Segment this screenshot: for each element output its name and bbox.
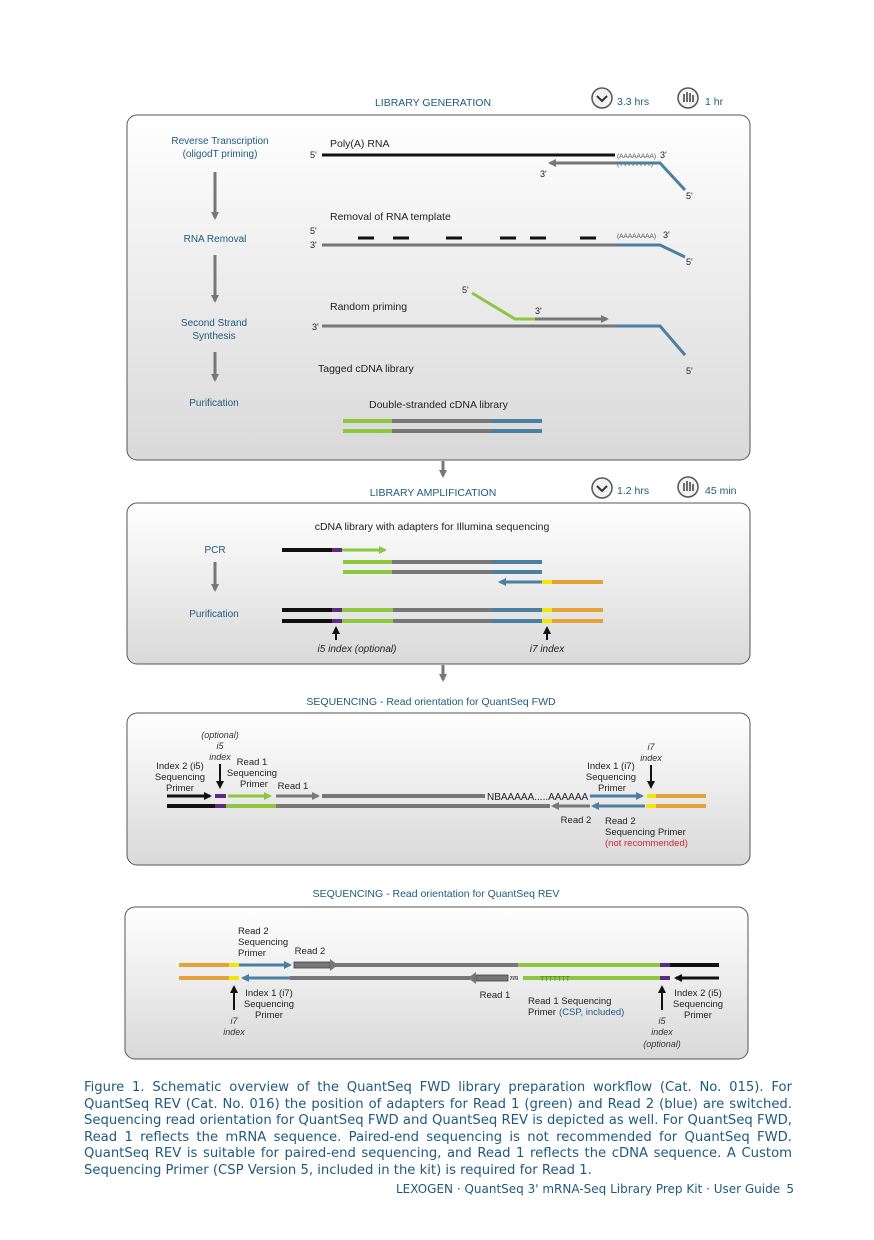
nba-sequence: NBAAAAA.....AAAAAA bbox=[487, 792, 588, 803]
label-3prime: 3' bbox=[535, 306, 542, 316]
workflow-figure: LIBRARY GENERATION 3.3 hrs 1 hr Reverse … bbox=[124, 87, 751, 1060]
read1-primer-label: Read 1 bbox=[237, 757, 268, 768]
index2-primer-label: Index 2 (i5) bbox=[156, 761, 204, 772]
index1-primer-label: Sequencing bbox=[244, 999, 294, 1010]
index2-primer-label: Primer bbox=[166, 783, 194, 794]
read1-label: Read 1 bbox=[480, 990, 511, 1001]
clock-icon bbox=[591, 477, 613, 499]
label-5prime: 5' bbox=[310, 226, 317, 236]
label-5prime: 5' bbox=[686, 257, 693, 267]
rev-top-strand bbox=[179, 961, 719, 969]
label-3prime: 3' bbox=[660, 150, 667, 160]
label-5prime: 5' bbox=[686, 366, 693, 376]
hand-icon bbox=[677, 87, 699, 109]
label-3prime: 3' bbox=[540, 169, 547, 179]
read2-primer-label: Read 2 bbox=[238, 926, 269, 937]
nv-label: NV bbox=[509, 977, 517, 983]
step-purification: Purification bbox=[189, 609, 238, 620]
step-reverse-transcription-sub: (oligodT priming) bbox=[183, 149, 258, 160]
i7-index-label: i7 index bbox=[530, 644, 565, 655]
step-second-strand-sub: Synthesis bbox=[192, 331, 235, 342]
pcr-strands bbox=[282, 546, 603, 586]
section-title-seq-rev: SEQUENCING - Read orientation for QuantS… bbox=[313, 888, 560, 900]
label-index: index bbox=[640, 753, 662, 763]
read2-primer-label: Sequencing bbox=[238, 937, 288, 948]
label-i5: i5 bbox=[658, 1016, 666, 1026]
index2-primer-label: Primer bbox=[684, 1010, 712, 1021]
hands-on-time: 1 hr bbox=[705, 96, 724, 108]
read1-primer-label: Read 1 Sequencing bbox=[528, 996, 611, 1007]
read2-label: Read 2 bbox=[295, 946, 326, 957]
index2-primer-label: Sequencing bbox=[673, 999, 723, 1010]
hands-on-time: 45 min bbox=[705, 485, 737, 497]
i5-index-label: i5 index (optional) bbox=[318, 644, 397, 655]
read2-primer-label: Primer bbox=[238, 948, 266, 959]
read1-primer-label: Sequencing bbox=[227, 768, 277, 779]
step-purification: Purification bbox=[189, 398, 238, 409]
panel-sequencing-fwd bbox=[126, 712, 751, 866]
total-time: 3.3 hrs bbox=[617, 96, 649, 108]
step-reverse-transcription: Reverse Transcription bbox=[171, 136, 268, 147]
ds-cdna-library bbox=[343, 419, 542, 433]
index1-primer-label: Index 1 (i7) bbox=[245, 988, 293, 999]
index2-primer-label: Index 2 (i5) bbox=[674, 988, 722, 999]
label-random-priming: Random priming bbox=[330, 301, 407, 313]
label-3prime: 3' bbox=[312, 322, 319, 332]
read1-primer-label: Primer bbox=[240, 779, 268, 790]
page-number: 5 bbox=[786, 1182, 794, 1196]
label-i7: i7 bbox=[647, 742, 655, 752]
read2-label: Read 2 bbox=[561, 815, 592, 826]
label-tagged: Tagged cDNA library bbox=[318, 363, 414, 375]
section-title-library-generation: LIBRARY GENERATION bbox=[375, 97, 491, 109]
read2-primer-label: Read 2 bbox=[605, 816, 636, 827]
label-optional: (optional) bbox=[643, 1039, 681, 1049]
label-3prime: 3' bbox=[663, 230, 670, 240]
figure-caption: Figure 1. Schematic overview of the Quan… bbox=[84, 1080, 792, 1178]
label-i7: i7 bbox=[230, 1016, 238, 1026]
step-rna-removal: RNA Removal bbox=[184, 234, 247, 245]
read2-primer-label: Sequencing Primer bbox=[605, 827, 686, 838]
label-index: index bbox=[209, 752, 231, 762]
index1-primer-label: Primer bbox=[598, 783, 626, 794]
label-5prime: 5' bbox=[462, 285, 469, 295]
label-optional: (optional) bbox=[201, 730, 239, 740]
page-footer: LEXOGEN · QuantSeq 3' mRNA-Seq Library P… bbox=[396, 1182, 794, 1196]
read1-label: Read 1 bbox=[278, 781, 309, 792]
label-polya-tail: (AAAAAAAA) bbox=[617, 233, 656, 240]
label-ds-library: Double-stranded cDNA library bbox=[369, 399, 509, 411]
final-library bbox=[282, 608, 603, 623]
index1-primer-label: Primer bbox=[255, 1010, 283, 1021]
label-index: index bbox=[223, 1027, 245, 1037]
hand-icon bbox=[677, 476, 699, 498]
index1-primer-label: Sequencing bbox=[586, 772, 636, 783]
section-title-library-amplification: LIBRARY AMPLIFICATION bbox=[370, 487, 497, 499]
total-time: 1.2 hrs bbox=[617, 485, 649, 497]
section-title-seq-fwd: SEQUENCING - Read orientation for QuantS… bbox=[306, 696, 556, 708]
panel-library-amplification bbox=[126, 502, 751, 665]
panel-sequencing-rev bbox=[124, 906, 749, 1060]
step-second-strand: Second Strand bbox=[181, 318, 247, 329]
index1-primer-label: Index 1 (i7) bbox=[587, 761, 635, 772]
read1-primer-label: Primer bbox=[528, 1007, 556, 1018]
label-index: index bbox=[651, 1027, 673, 1037]
rev-bottom-strand bbox=[179, 974, 719, 982]
label-i5: i5 bbox=[216, 741, 224, 751]
step-pcr: PCR bbox=[204, 545, 225, 556]
amplification-subtitle: cDNA library with adapters for Illumina … bbox=[315, 521, 550, 533]
clock-icon bbox=[591, 87, 613, 109]
label-3prime: 3' bbox=[310, 240, 317, 250]
csp-label: (CSP, included) bbox=[559, 1007, 624, 1018]
not-recommended-label: (not recommended) bbox=[605, 838, 688, 849]
panel-library-generation bbox=[126, 114, 751, 461]
label-polya-tail: (AAAAAAAA) bbox=[617, 153, 656, 160]
footer-text: LEXOGEN · QuantSeq 3' mRNA-Seq Library P… bbox=[396, 1182, 781, 1196]
label-removal: Removal of RNA template bbox=[330, 211, 451, 223]
label-5prime: 5' bbox=[310, 150, 317, 160]
polyt-label: TTTTTTT bbox=[540, 976, 571, 983]
label-polya-rna: Poly(A) RNA bbox=[330, 138, 390, 150]
label-5prime: 5' bbox=[686, 191, 693, 201]
index2-primer-label: Sequencing bbox=[155, 772, 205, 783]
